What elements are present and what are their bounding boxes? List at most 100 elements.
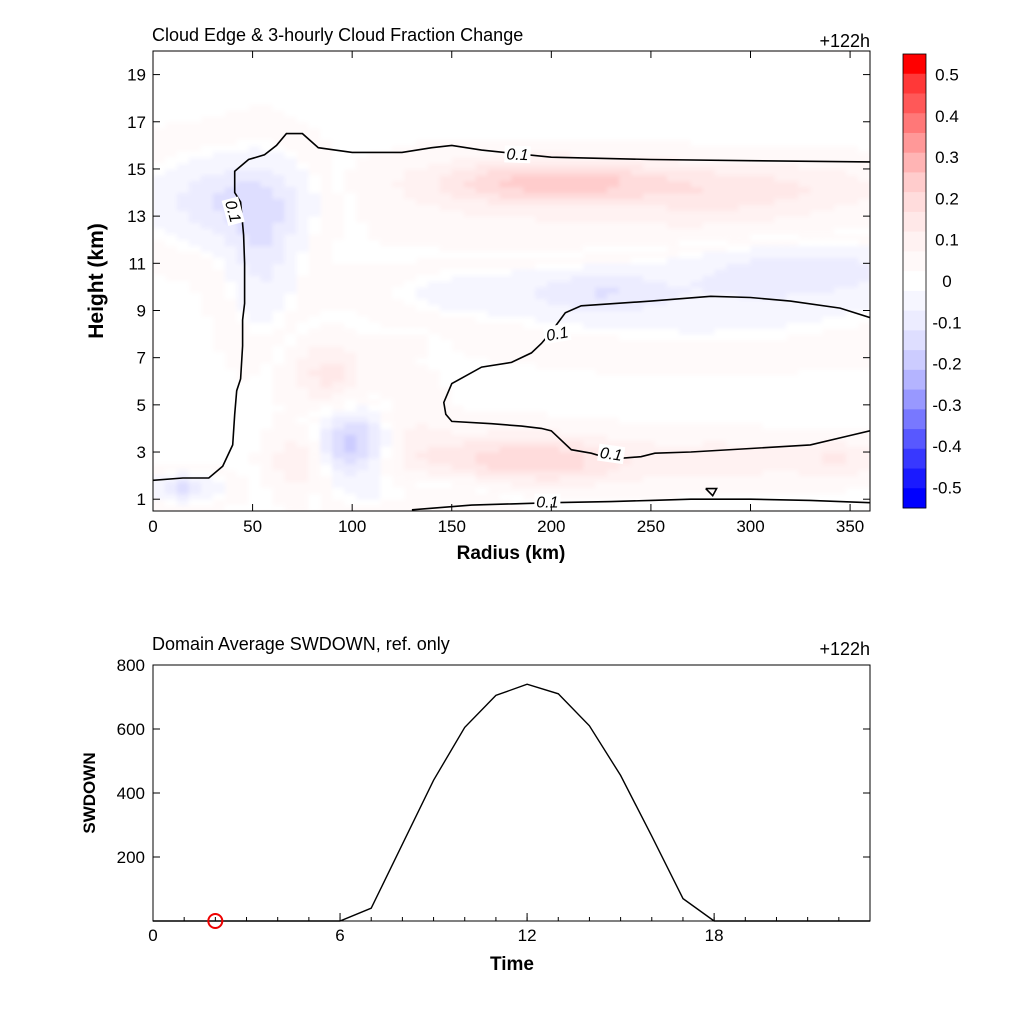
field-cell [762,263,775,270]
field-cell [810,109,823,117]
field-cell [810,499,823,506]
field-cell [248,469,262,477]
field-cell [595,410,608,418]
field-cell [260,493,274,500]
field-cell [344,452,357,459]
field-cell [415,163,429,170]
field-cell [427,428,441,435]
field-cell [583,210,596,217]
field-cell [200,487,214,494]
field-cell [595,422,608,430]
field-cell [846,210,859,217]
field-cell [786,310,799,317]
field-cell [786,328,799,335]
field-cell [475,239,489,247]
field-cell [619,434,632,441]
field-cell [798,62,811,70]
field-cell [619,393,632,400]
field-cell [380,404,393,412]
field-cell [810,281,823,288]
colorbar-tick-label: 0.4 [935,107,959,126]
field-cell [463,275,477,282]
field-cell [427,292,441,300]
field-cell [726,410,740,418]
field-cell [702,216,716,223]
field-cell [392,51,405,58]
field-cell [463,80,477,87]
field-cell [666,416,680,424]
field-cell [260,440,274,447]
x-tick-label: 200 [537,517,565,536]
colorbar-swatch [903,389,926,410]
field-cell [846,505,859,511]
field-cell [678,180,692,188]
field-cell [427,286,441,294]
field-cell [690,499,704,506]
field-cell [738,74,752,82]
field-cell [738,275,752,282]
field-cell [750,233,764,241]
field-cell [356,351,369,359]
field-cell [834,204,847,211]
field-cell [176,245,190,253]
field-cell [846,68,859,76]
field-cell [415,180,429,188]
field-cell [188,452,202,459]
field-cell [523,56,536,64]
field-cell [403,393,417,400]
field-cell [403,227,417,235]
field-cell [248,310,262,317]
field-cell [356,493,369,500]
field-cell [786,493,799,500]
field-cell [547,422,560,430]
field-cell [595,310,608,317]
field-cell [738,151,752,158]
field-cell [690,410,704,418]
field-cell [822,493,835,500]
field-cell [153,104,166,111]
field-cell [642,104,656,111]
field-cell [499,109,513,117]
field-cell [248,428,262,435]
field-cell [463,92,477,99]
field-cell [308,210,321,217]
field-cell [392,98,405,105]
field-cell [332,428,345,435]
field-cell [846,487,859,494]
field-cell [451,180,465,188]
field-cell [583,192,596,200]
y-tick-label: 3 [137,443,146,462]
field-cell [654,92,668,99]
field-cell [595,86,608,93]
field-cell [702,428,716,435]
field-cell [631,227,644,235]
field-cell [463,151,477,158]
field-cell [427,410,441,418]
field-cell [284,345,297,353]
field-cell [427,339,441,347]
top-chart-title: Cloud Edge & 3-hourly Cloud Fraction Cha… [152,25,523,45]
field-cell [726,115,740,123]
field-cell [427,109,441,117]
field-cell [368,133,381,141]
field-cell [380,481,393,489]
field-cell [810,393,823,400]
field-cell [451,357,465,365]
field-cell [595,505,608,511]
field-cell [403,351,417,359]
field-cell [320,393,333,400]
field-cell [774,493,787,500]
field-cell [403,133,417,141]
field-cell [284,109,297,117]
field-cell [810,257,823,264]
field-cell [368,393,381,400]
field-cell [344,446,357,453]
field-cell [188,68,202,76]
field-cell [810,298,823,306]
field-cell [798,127,811,135]
field-cell [571,446,584,453]
top-x-axis-label: Radius (km) [457,543,566,564]
field-cell [571,275,584,282]
field-cell [499,210,513,217]
field-cell [750,322,764,329]
